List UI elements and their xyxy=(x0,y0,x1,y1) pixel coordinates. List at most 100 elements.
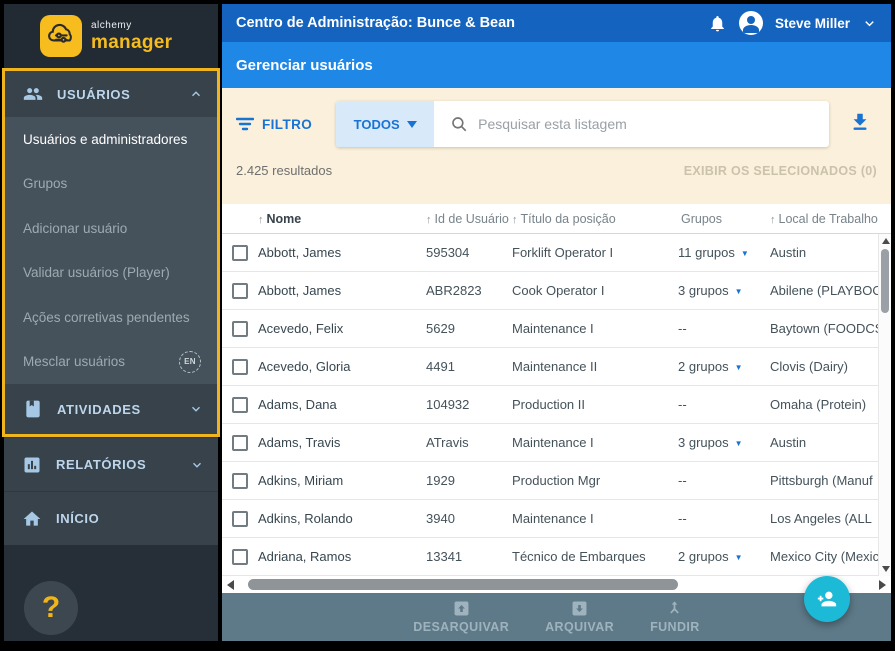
people-icon xyxy=(23,88,43,100)
vertical-scrollbar-thumb[interactable] xyxy=(881,249,889,313)
question-mark-icon: ? xyxy=(41,591,61,624)
sidebar-item-acoes-corretivas[interactable]: Ações corretivas pendentes xyxy=(5,295,217,340)
sidebar-item-adicionar-usuario[interactable]: Adicionar usuário xyxy=(5,206,217,251)
groups-dropdown[interactable]: 2 grupos ▼ xyxy=(678,549,743,564)
sidebar-item-relatorios[interactable]: RELATÓRIOS xyxy=(4,437,218,491)
table-row[interactable]: Abbott, James 595304 Forklift Operator I… xyxy=(222,234,891,272)
chevron-down-icon: ▼ xyxy=(734,553,743,562)
sidebar-item-usuarios-e-administradores[interactable]: Usuários e administradores xyxy=(5,117,217,162)
bar-chart-icon xyxy=(24,457,40,472)
user-menu[interactable]: Steve Miller xyxy=(774,15,850,31)
user-id: ABR2823 xyxy=(426,283,482,298)
sidebar-item-label: USUÁRIOS xyxy=(57,86,131,102)
merge-icon xyxy=(670,601,680,614)
search-scope-dropdown[interactable]: TODOS xyxy=(336,101,435,147)
chevron-down-icon: ▼ xyxy=(734,439,743,448)
sort-arrow-icon: ↑ xyxy=(426,213,432,226)
alchemy-cloud-logo-icon xyxy=(40,15,82,57)
groups-dropdown[interactable]: 3 grupos ▼ xyxy=(678,435,743,450)
table-row[interactable]: Adkins, Rolando 3940 Maintenance I -- Lo… xyxy=(222,500,891,538)
row-checkbox[interactable] xyxy=(232,548,248,565)
merge-button[interactable]: FUNDIR xyxy=(650,600,700,634)
row-checkbox[interactable] xyxy=(232,320,248,337)
sidebar-item-label: Mesclar usuários xyxy=(23,354,126,370)
column-header-titulo[interactable]: ↑ Título da posição xyxy=(512,211,616,226)
sidebar-item-atividades[interactable]: ATIVIDADES xyxy=(5,384,217,434)
scroll-right-arrow-icon[interactable] xyxy=(879,579,886,590)
activities-book-icon xyxy=(26,400,40,418)
chevron-down-icon[interactable] xyxy=(862,16,877,31)
search-input[interactable] xyxy=(478,116,829,132)
scroll-up-arrow-icon[interactable] xyxy=(881,238,890,244)
page-title: Centro de Administração: Bunce & Bean xyxy=(236,15,516,31)
work-location: Mexico City (Mexic xyxy=(770,549,878,564)
sidebar-item-usuarios[interactable]: USUÁRIOS xyxy=(5,71,217,117)
filter-button[interactable]: FILTRO xyxy=(236,117,312,132)
sidebar-item-mesclar-usuarios[interactable]: Mesclar usuários EN xyxy=(5,340,217,385)
position-title: Forklift Operator I xyxy=(512,245,614,260)
scroll-down-arrow-icon[interactable] xyxy=(881,566,890,572)
table-row[interactable]: Abbott, James ABR2823 Cook Operator I 3 … xyxy=(222,272,891,310)
user-name: Acevedo, Gloria xyxy=(258,359,351,374)
position-title: Production II xyxy=(512,397,585,412)
topbar-actions: Steve Miller xyxy=(708,11,877,35)
user-id: 4491 xyxy=(426,359,455,374)
add-user-fab[interactable] xyxy=(804,576,850,622)
table-row[interactable]: Acevedo, Felix 5629 Maintenance I -- Bay… xyxy=(222,310,891,348)
search-box: TODOS xyxy=(336,101,829,147)
sidebar-item-validar-usuarios[interactable]: Validar usuários (Player) xyxy=(5,251,217,296)
table-row[interactable]: Adriana, Ramos 13341 Técnico de Embarque… xyxy=(222,538,891,576)
filter-lines-icon xyxy=(236,117,254,131)
person-icon xyxy=(742,16,759,33)
sidebar-lower-nav: RELATÓRIOS INÍCIO xyxy=(4,437,218,545)
table-row[interactable]: Acevedo, Gloria 4491 Maintenance II 2 gr… xyxy=(222,348,891,386)
user-id: 13341 xyxy=(426,549,463,564)
row-checkbox[interactable] xyxy=(232,434,248,451)
vertical-scrollbar[interactable] xyxy=(878,234,891,576)
table-header-row: ↑ Nome ↑ Id de Usuário ↑ Título da posição … xyxy=(222,204,891,234)
row-checkbox[interactable] xyxy=(232,396,248,413)
column-header-local[interactable]: ↑ Local de Trabalho xyxy=(770,211,878,226)
sort-arrow-icon: ↑ xyxy=(512,213,518,226)
horizontal-scrollbar[interactable] xyxy=(222,576,891,593)
show-selected-button[interactable]: EXIBIR OS SELECIONADOS (0) xyxy=(683,163,877,178)
unarchive-button[interactable]: DESARQUIVAR xyxy=(413,600,509,634)
horizontal-scrollbar-thumb[interactable] xyxy=(248,579,679,590)
column-header-id[interactable]: ↑ Id de Usuário xyxy=(426,211,509,226)
table-row[interactable]: Adams, Travis ATravis Maintenance I 3 gr… xyxy=(222,424,891,462)
horizontal-scrollbar-track[interactable] xyxy=(240,576,873,593)
user-avatar[interactable] xyxy=(738,11,763,35)
table-row[interactable]: Adams, Dana 104932 Production II -- Omah… xyxy=(222,386,891,424)
work-location: Austin xyxy=(770,435,807,450)
sidebar-item-grupos[interactable]: Grupos xyxy=(5,162,217,207)
help-button[interactable]: ? xyxy=(24,581,78,635)
row-checkbox[interactable] xyxy=(232,282,248,299)
download-icon[interactable] xyxy=(849,111,871,138)
row-checkbox[interactable] xyxy=(232,244,248,261)
chevron-down-icon: ▼ xyxy=(734,287,743,296)
user-name: Adams, Dana xyxy=(258,397,337,412)
sidebar-item-label: ATIVIDADES xyxy=(57,401,141,417)
notifications-bell-icon[interactable] xyxy=(708,14,727,33)
sidebar-item-inicio[interactable]: INÍCIO xyxy=(4,491,218,545)
groups-dropdown[interactable]: 2 grupos ▼ xyxy=(678,359,743,374)
section-header-bar: Gerenciar usuários xyxy=(222,42,891,88)
row-checkbox[interactable] xyxy=(232,358,248,375)
position-title: Maintenance I xyxy=(512,511,594,526)
column-header-grupos[interactable]: Grupos xyxy=(681,211,722,226)
user-name: Acevedo, Felix xyxy=(258,321,344,336)
groups-dropdown[interactable]: 11 grupos ▼ xyxy=(678,245,749,260)
filter-button-label: FILTRO xyxy=(262,116,313,132)
groups-dropdown[interactable]: 3 grupos ▼ xyxy=(678,283,743,298)
row-checkbox[interactable] xyxy=(232,472,248,489)
scroll-left-arrow-icon[interactable] xyxy=(227,579,234,590)
row-checkbox[interactable] xyxy=(232,510,248,527)
position-title: Técnico de Embarques xyxy=(512,549,646,564)
position-title: Maintenance II xyxy=(512,359,598,374)
user-name: Abbott, James xyxy=(258,283,342,298)
table-row[interactable]: Adkins, Miriam 1929 Production Mgr -- Pi… xyxy=(222,462,891,500)
chevron-down-icon: ▼ xyxy=(740,249,749,258)
column-header-nome[interactable]: ↑ Nome xyxy=(258,211,302,226)
language-en-badge-icon[interactable]: EN xyxy=(179,350,201,373)
archive-button[interactable]: ARQUIVAR xyxy=(545,600,614,634)
